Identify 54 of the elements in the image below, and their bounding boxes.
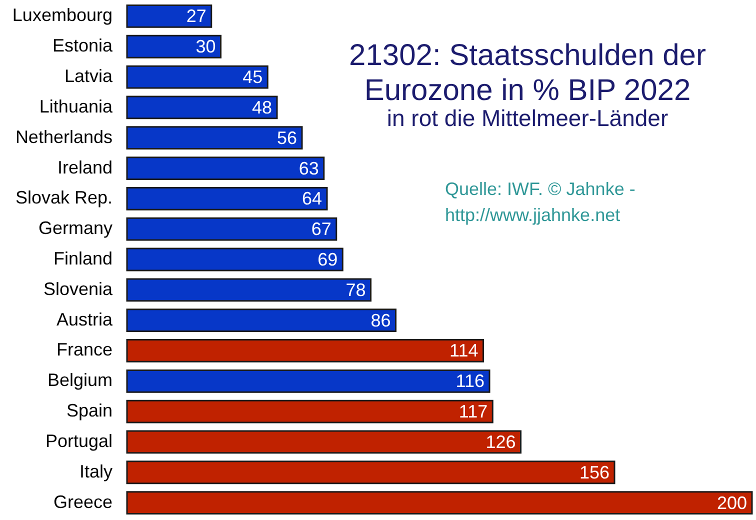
y-tick-label: Slovenia [43,278,114,299]
y-tick-label: Luxembourg [12,5,112,26]
y-tick-label: Belgium [47,370,112,390]
bar [126,460,616,484]
data-label: 45 [242,67,263,88]
y-tick-label: Finland [53,248,112,268]
y-tick-label: Austria [56,309,114,330]
data-label: 63 [298,158,319,178]
y-tick-label: Latvia [64,66,114,86]
bar [126,400,494,424]
data-label: 30 [196,36,216,57]
y-tick-label: Germany [38,218,112,238]
data-label: 27 [186,6,206,26]
data-label: 200 [716,492,747,513]
data-label: 67 [311,219,332,240]
y-tick-label: Ireland [57,157,112,178]
bar [126,430,522,454]
text: 21302: Staatsschulden der Eurozone in % BIP 2022 [349,39,706,107]
y-tick-label: France [56,340,112,360]
data-label: 117 [458,402,488,422]
y-tick-label: Estonia [52,36,114,56]
y-tick-label: Greece [53,492,112,512]
data-label: 126 [486,432,516,452]
bar [126,65,268,89]
text: in rot die Mittelmeer-Länder [386,105,668,131]
bar [126,186,328,210]
y-tick-label: Slovak Rep. [15,188,112,208]
data-label: 156 [579,462,610,482]
y-tick-label: Portugal [45,430,112,451]
y-tick-label: Italy [79,461,112,482]
bar [126,369,490,393]
bar [126,4,212,28]
data-label: 48 [252,97,272,118]
bar [126,217,338,241]
bar [126,126,303,150]
data-label: 56 [276,128,297,148]
data-label: 64 [302,188,322,209]
data-label: 69 [318,250,338,270]
bar [126,248,344,272]
data-label: 116 [456,371,484,392]
bar [126,308,396,332]
bar [126,339,484,362]
data-label: 78 [346,280,366,300]
y-tick-label: Lithuania [39,96,114,116]
annotation: Quelle: IWF. © Jahnke - http://www.jjahnke.net [445,179,636,225]
bar [126,156,325,180]
data-label: 86 [370,310,391,330]
bar [126,96,278,120]
data-label: 114 [450,340,478,361]
bar [126,278,372,302]
bar [126,491,753,514]
y-tick-label: Netherlands [15,126,112,147]
bar [126,34,222,58]
y-tick-label: Spain [66,400,112,421]
